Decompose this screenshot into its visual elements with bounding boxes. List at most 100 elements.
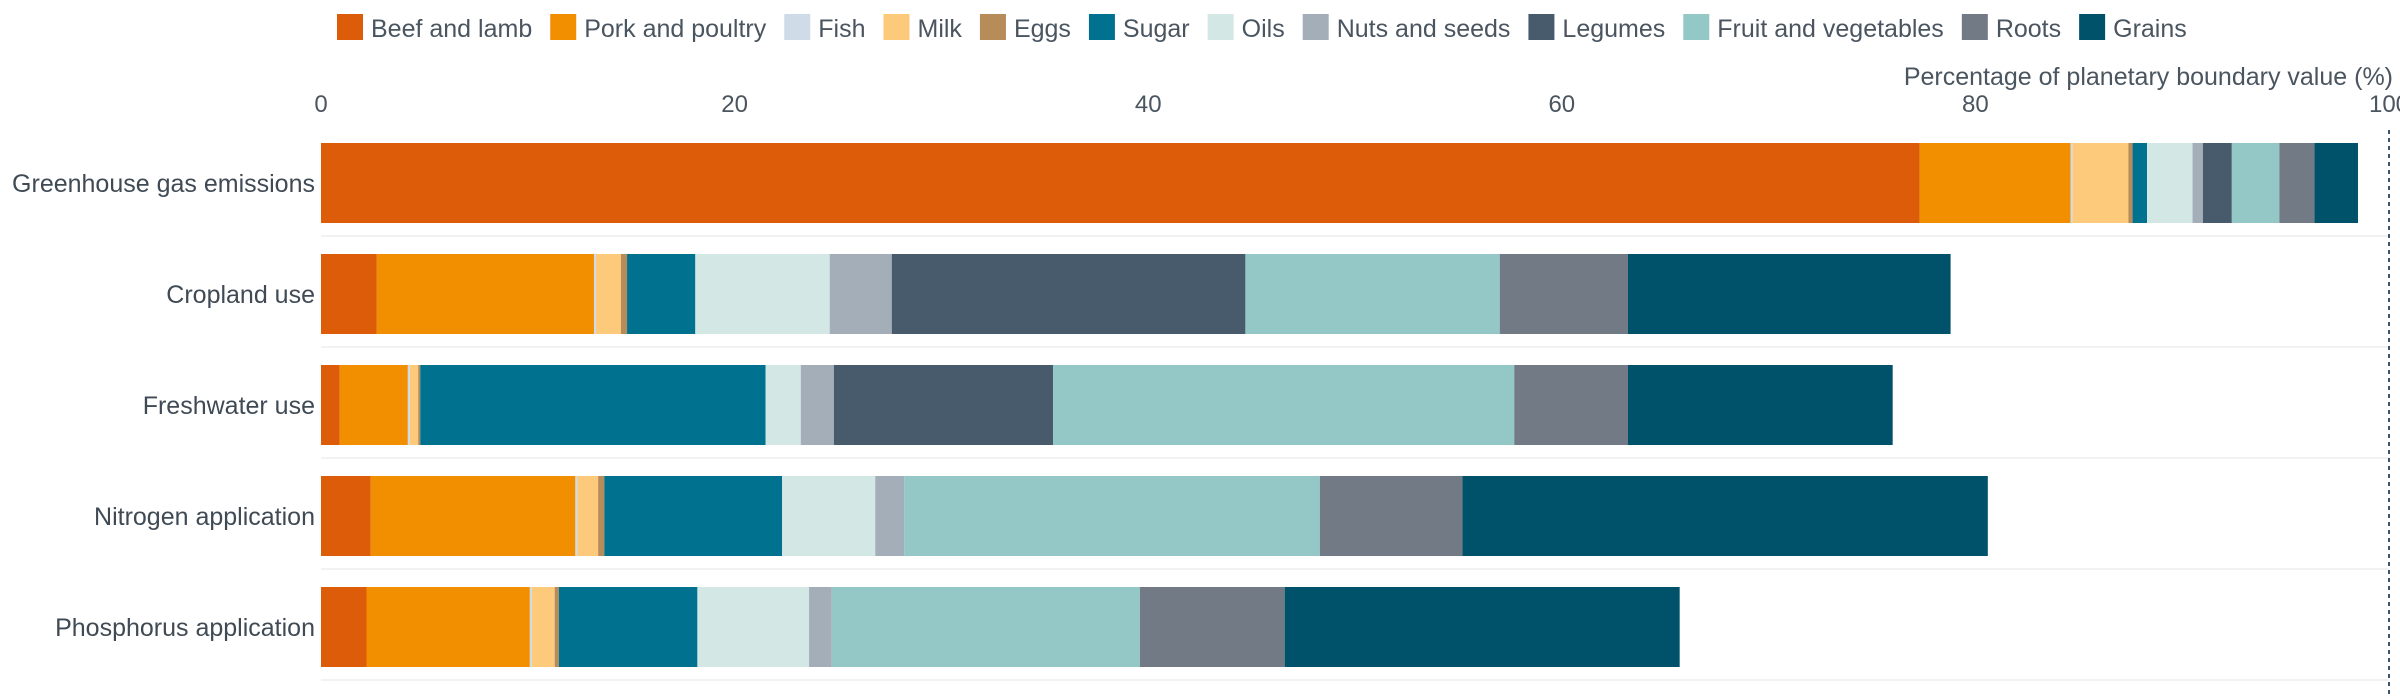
bar-segment[interactable] — [2070, 143, 2073, 223]
legend-swatch — [1961, 14, 1988, 40]
bar-row — [321, 254, 1951, 334]
bar-segment[interactable] — [2128, 143, 2133, 223]
bar-segment[interactable] — [833, 365, 1054, 445]
bar-segment[interactable] — [558, 587, 698, 667]
bar-segment[interactable] — [2279, 143, 2315, 223]
legend-swatch — [979, 14, 1006, 40]
legend-item[interactable]: Beef and lamb — [337, 14, 532, 43]
legend-label: Oils — [1242, 15, 1285, 43]
bar-segment[interactable] — [1919, 143, 2071, 223]
bar-segment[interactable] — [531, 587, 555, 667]
legend-label: Fish — [818, 15, 865, 43]
bar-segment[interactable] — [1514, 365, 1628, 445]
bar-segment[interactable] — [1627, 365, 1893, 445]
bar-segment[interactable] — [2132, 143, 2148, 223]
category-label: Greenhouse gas emissions — [12, 170, 315, 198]
bar-segment[interactable] — [2231, 143, 2280, 223]
bar-segment[interactable] — [891, 254, 1246, 334]
x-tick-label: 20 — [721, 91, 748, 118]
bar-segment[interactable] — [593, 254, 597, 334]
legend-item[interactable]: Milk — [883, 14, 963, 43]
bar-segment[interactable] — [2147, 143, 2193, 223]
legend-item[interactable]: Grains — [2079, 14, 2187, 43]
category-labels: Greenhouse gas emissions Cropland use Fres… — [12, 170, 315, 642]
bar-segment[interactable] — [2314, 143, 2358, 223]
legend-item[interactable]: Oils — [1207, 14, 1285, 43]
bar-segment[interactable] — [554, 587, 559, 667]
bar-segment[interactable] — [1499, 254, 1628, 334]
bar-segment[interactable] — [1284, 587, 1680, 667]
bar-segment[interactable] — [2202, 143, 2232, 223]
legend: Beef and lamb Pork and poultry Fish Milk Egg… — [337, 14, 2187, 43]
bar-segment[interactable] — [697, 587, 810, 667]
legend-label: Pork and poultry — [584, 15, 767, 43]
bar-segment[interactable] — [829, 254, 892, 334]
bar-segment[interactable] — [2072, 143, 2129, 223]
bar-segment[interactable] — [376, 254, 594, 334]
legend-swatch — [2079, 14, 2106, 40]
x-tick-label: 100 — [2369, 91, 2400, 118]
legend-label: Grains — [2113, 15, 2187, 43]
bar-segment[interactable] — [765, 365, 801, 445]
bar-segment[interactable] — [321, 254, 377, 334]
legend-item[interactable]: Legumes — [1528, 14, 1665, 43]
legend-item[interactable]: Sugar — [1088, 14, 1190, 43]
category-label: Nitrogen application — [94, 503, 315, 531]
category-label: Phosphorus application — [55, 614, 315, 642]
bar-segment[interactable] — [1319, 476, 1463, 556]
bar-segment[interactable] — [321, 365, 340, 445]
bar-segment[interactable] — [800, 365, 834, 445]
x-tick-label: 60 — [1548, 91, 1575, 118]
legend-swatch — [1302, 14, 1329, 40]
bar-segment[interactable] — [1053, 365, 1515, 445]
bar-segment[interactable] — [627, 254, 696, 334]
bar-segment[interactable] — [339, 365, 408, 445]
bar-segment[interactable] — [577, 476, 599, 556]
bar-segment[interactable] — [620, 254, 628, 334]
legend-item[interactable]: Eggs — [979, 14, 1071, 43]
bar-segment[interactable] — [575, 476, 578, 556]
legend-item[interactable]: Fish — [784, 14, 866, 43]
bar-segment[interactable] — [407, 365, 410, 445]
legend-label: Sugar — [1123, 15, 1190, 43]
category-label: Freshwater use — [143, 392, 315, 420]
bar-segment[interactable] — [418, 365, 421, 445]
bar-segment[interactable] — [596, 254, 621, 334]
bar-segment[interactable] — [875, 476, 905, 556]
bar-segment[interactable] — [1627, 254, 1951, 334]
bar-segment[interactable] — [409, 365, 419, 445]
legend-swatch — [1207, 14, 1234, 40]
bar-segment[interactable] — [598, 476, 605, 556]
bar-segment[interactable] — [321, 587, 367, 667]
legend-item[interactable]: Fruit and vegetables — [1683, 14, 1944, 43]
bar-segment[interactable] — [695, 254, 830, 334]
legend-swatch — [883, 14, 910, 40]
bar-segment[interactable] — [529, 587, 532, 667]
legend-item[interactable]: Roots — [1961, 14, 2061, 43]
category-label: Cropland use — [166, 281, 315, 309]
bar-segment[interactable] — [420, 365, 766, 445]
bar-segment[interactable] — [604, 476, 783, 556]
legend-label: Eggs — [1014, 15, 1071, 43]
legend-label: Milk — [918, 15, 963, 43]
legend-swatch — [550, 14, 577, 40]
legend-swatch — [1683, 14, 1710, 40]
bar-segment[interactable] — [366, 587, 530, 667]
bar-segment[interactable] — [370, 476, 576, 556]
legend-swatch — [784, 14, 811, 40]
legend-item[interactable]: Pork and poultry — [550, 14, 767, 43]
bar-segment[interactable] — [809, 587, 832, 667]
bar-segment[interactable] — [2192, 143, 2203, 223]
bar-row — [321, 476, 1988, 556]
bar-segment[interactable] — [1462, 476, 1988, 556]
bar-segment[interactable] — [321, 476, 371, 556]
legend-item[interactable]: Nuts and seeds — [1302, 14, 1511, 43]
bar-segment[interactable] — [782, 476, 876, 556]
bar-segment[interactable] — [321, 143, 1920, 223]
bar-segment[interactable] — [904, 476, 1320, 556]
bar-segment[interactable] — [831, 587, 1140, 667]
bars — [321, 143, 2358, 667]
bar-segment[interactable] — [1245, 254, 1500, 334]
bar-segment[interactable] — [1139, 587, 1285, 667]
